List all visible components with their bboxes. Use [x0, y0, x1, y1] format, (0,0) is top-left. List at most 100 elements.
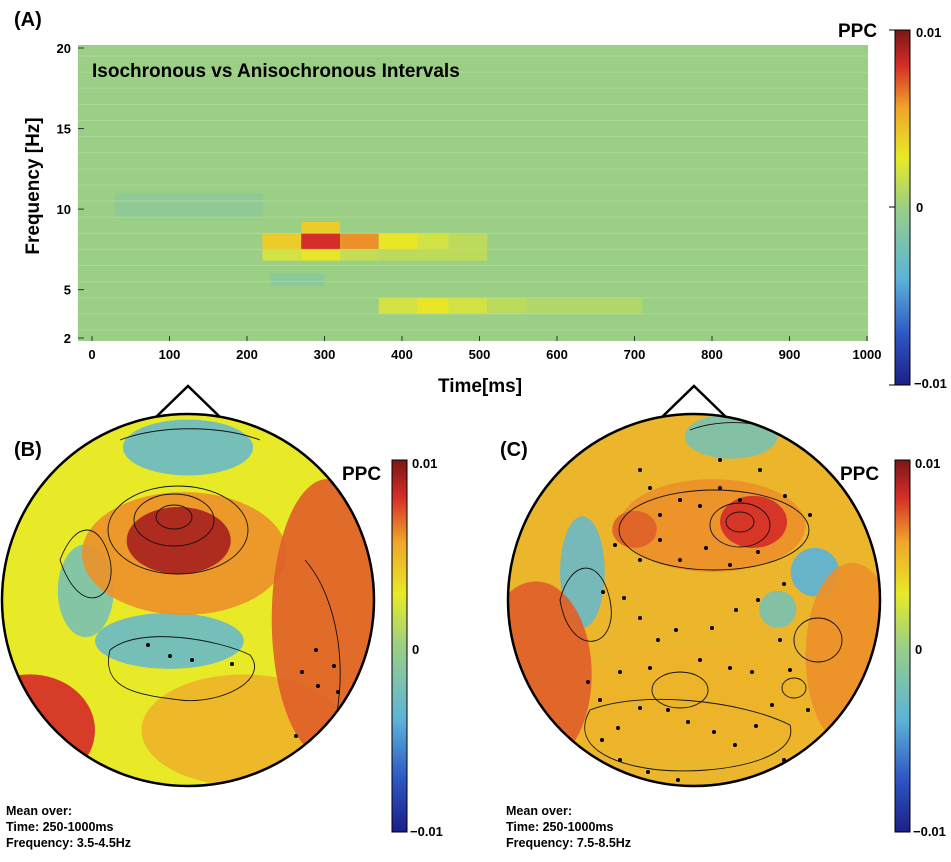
electrode-dot	[294, 734, 298, 738]
panel-b-note-line3: Frequency: 3.5-4.5Hz	[6, 836, 132, 850]
topomap-field	[759, 590, 797, 628]
x-tick-label: 600	[546, 347, 568, 362]
electrode-dot	[622, 596, 626, 600]
heatmap-cell	[448, 233, 488, 250]
x-tick-label: 800	[701, 347, 723, 362]
electrode-dot	[338, 768, 342, 772]
electrode-dot	[638, 468, 642, 472]
colorbar-b-max-label: 0.01	[412, 456, 437, 471]
x-tick-label: 900	[779, 347, 801, 362]
electrode-dot	[756, 550, 760, 554]
heatmap-cell	[301, 249, 340, 261]
heatmap-cell	[301, 233, 340, 250]
electrode-dot	[754, 724, 758, 728]
electrode-dot	[658, 513, 662, 517]
electrode-dot	[638, 616, 642, 620]
panel-a-label: (A)	[14, 9, 42, 31]
topomap-field	[122, 419, 254, 476]
colorbar-a-title: PPC	[838, 21, 877, 42]
electrode-dot	[728, 666, 732, 670]
heatmap-row-stripes	[78, 55, 868, 331]
panel-c-note-line1: Mean over:	[506, 804, 572, 818]
nose-c	[660, 384, 728, 419]
electrode-dot	[718, 458, 722, 462]
x-tick-label: 200	[236, 347, 258, 362]
electrode-dot	[618, 758, 622, 762]
electrode-dot	[758, 468, 762, 472]
y-tick-label: 2	[64, 331, 71, 346]
colorbar-a-min-label: −0.01	[914, 376, 947, 391]
electrode-dot	[718, 486, 722, 490]
x-tick-label: 100	[159, 347, 181, 362]
colorbar-a-mid-label: 0	[916, 200, 923, 215]
x-tick-label: 700	[624, 347, 646, 362]
x-tick-label: 500	[469, 347, 491, 362]
electrode-dot	[700, 788, 704, 792]
x-tick-label: 400	[391, 347, 413, 362]
electrode-dot	[678, 498, 682, 502]
electrode-dot	[323, 756, 327, 760]
electrode-dot	[750, 670, 754, 674]
electrode-dot	[788, 668, 792, 672]
electrode-dot	[806, 708, 810, 712]
electrode-dot	[618, 670, 622, 674]
heatmap-cell	[417, 233, 449, 250]
colorbar-a	[894, 29, 911, 386]
topomap-field	[805, 562, 880, 749]
heatmap-axes: 0 100 200 300 400 500 600 700 800 900 1000 2 5 10 15 20	[57, 41, 882, 362]
electrode-dot	[638, 558, 642, 562]
topomap-field	[684, 414, 778, 459]
colorbar-c-mid-label: 0	[915, 642, 922, 657]
electrode-dot	[146, 643, 150, 647]
panel-b-label: (B)	[14, 439, 42, 461]
electrode-dot	[783, 494, 787, 498]
electrode-dot	[770, 703, 774, 707]
electrode-dot	[698, 658, 702, 662]
electrode-dot	[190, 658, 194, 662]
electrode-dot	[676, 778, 680, 782]
heatmap-cell	[417, 297, 449, 314]
heatmap-cells	[115, 193, 643, 314]
topomap-field	[560, 516, 605, 628]
colorbar-b-title: PPC	[342, 464, 381, 485]
head-circle-c	[506, 412, 882, 788]
heatmap-cell	[487, 297, 526, 314]
heatmap-cell	[301, 222, 340, 234]
electrode-dot	[734, 608, 738, 612]
electrode-dot	[698, 504, 702, 508]
heatmap-cell	[378, 233, 418, 250]
y-tick-label: 10	[57, 202, 71, 217]
colorbar-c	[894, 459, 911, 833]
electrode-dot	[613, 543, 617, 547]
electrode-dot	[290, 778, 294, 782]
topomap-field	[94, 613, 244, 669]
x-tick-label: 1000	[853, 347, 882, 362]
electrode-dot	[656, 638, 660, 642]
panel-c-note-line3: Frequency: 7.5-8.5Hz	[506, 836, 632, 850]
electrode-dot	[710, 626, 714, 630]
electrode-dot	[600, 738, 604, 742]
heatmap-cell	[262, 249, 302, 261]
electrode-dot	[616, 726, 620, 730]
heatmap-cell	[340, 249, 379, 261]
heatmap-cell	[340, 233, 379, 250]
electrode-dot	[666, 708, 670, 712]
y-tick-label: 20	[57, 41, 71, 56]
panel-c-label: (C)	[500, 439, 528, 461]
heatmap-cell	[262, 233, 302, 250]
electrode-dot	[638, 706, 642, 710]
electrode-dot	[586, 680, 590, 684]
electrode-dot	[230, 662, 234, 666]
electrode-dot	[728, 788, 732, 792]
electrode-dot	[332, 664, 336, 668]
electrode-dot	[658, 538, 662, 542]
colorbar-b	[391, 459, 408, 833]
heatmap-cell	[526, 297, 643, 314]
heatmap-cell	[115, 193, 263, 218]
electrode-dot	[686, 720, 690, 724]
electrode-dot	[733, 743, 737, 747]
panel-b-note: Mean over: Time: 250-1000ms Frequency: 3…	[6, 803, 131, 851]
heatmap-title: Isochronous vs Anisochronous Intervals	[92, 61, 460, 82]
electrode-dot	[808, 513, 812, 517]
